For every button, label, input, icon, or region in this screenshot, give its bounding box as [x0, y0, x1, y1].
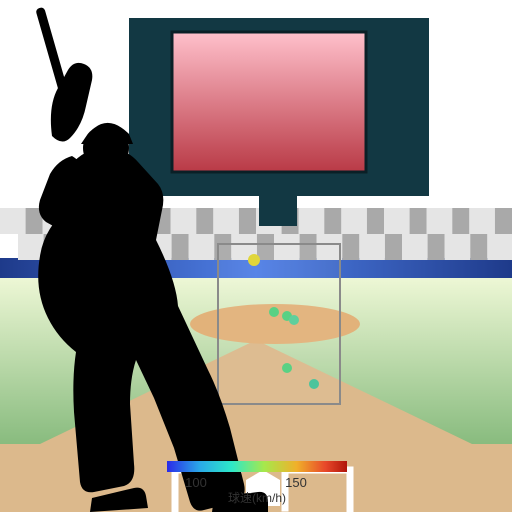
pitch-marker	[289, 315, 299, 325]
pitch-location-chart: 100 150 球速(km/h)	[0, 0, 512, 512]
speed-colorbar	[167, 461, 347, 472]
colorbar-tick: 150	[285, 475, 307, 490]
pitch-marker	[248, 254, 260, 266]
scoreboard-post	[259, 196, 297, 226]
strike-zone-frame	[218, 244, 340, 404]
scoreboard-screen	[172, 32, 366, 172]
pitch-marker	[269, 307, 279, 317]
colorbar-tick: 100	[185, 475, 207, 490]
colorbar-label: 球速(km/h)	[228, 491, 286, 505]
pitch-marker	[309, 379, 319, 389]
pitch-marker	[282, 363, 292, 373]
